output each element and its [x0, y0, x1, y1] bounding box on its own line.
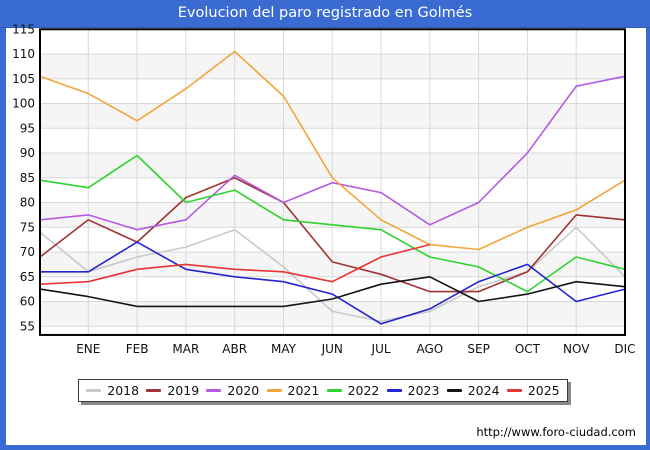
- series-line-2020: [39, 75, 626, 231]
- plot-border: [39, 28, 626, 336]
- footer-url[interactable]: http://www.foro-ciudad.com: [476, 425, 636, 439]
- title-bar: Evolucion del paro registrado en Golmés: [0, 0, 650, 28]
- x-axis-tick: AGO: [416, 342, 443, 356]
- series-line-2022: [39, 154, 626, 293]
- legend-label: 2025: [527, 383, 560, 398]
- legend-item-2021: 2021: [266, 383, 320, 398]
- legend-item-2022: 2022: [326, 383, 380, 398]
- legend-swatch-2024: [446, 389, 462, 392]
- y-axis-tick: 105: [12, 72, 35, 86]
- legend-label: 2020: [227, 383, 260, 398]
- legend-item-2025: 2025: [506, 383, 560, 398]
- y-axis-tick: 60: [20, 295, 35, 309]
- legend-swatch-2022: [326, 389, 342, 392]
- x-axis-tick: DIC: [614, 342, 635, 356]
- legend: 2018 2019 2020 2021 2022 2023 2024 2025: [78, 379, 568, 402]
- legend-item-2023: 2023: [386, 383, 440, 398]
- legend-swatch-2019: [146, 389, 162, 392]
- chart-title: Evolucion del paro registrado en Golmés: [177, 5, 473, 21]
- y-axis-tick: 90: [20, 146, 35, 160]
- y-axis-tick: 55: [20, 319, 35, 333]
- y-axis-tick: 95: [20, 121, 35, 135]
- series-line-2025: [39, 243, 430, 285]
- y-axis-tick: 110: [12, 47, 35, 61]
- x-axis-tick: ENE: [76, 342, 100, 356]
- legend-swatch-2021: [266, 389, 282, 392]
- x-axis-tick: MAY: [271, 342, 297, 356]
- legend-swatch-2025: [506, 389, 522, 392]
- legend-swatch-2018: [86, 389, 102, 392]
- x-axis-tick: SEP: [467, 342, 489, 356]
- legend-label: 2021: [287, 383, 320, 398]
- series-line-2021: [39, 50, 626, 251]
- legend-label: 2018: [107, 383, 140, 398]
- legend-label: 2024: [467, 383, 500, 398]
- legend-label: 2019: [167, 383, 200, 398]
- y-axis-tick: 100: [12, 97, 35, 111]
- x-axis-tick: FEB: [126, 342, 149, 356]
- legend-label: 2022: [347, 383, 380, 398]
- x-axis-tick: MAR: [172, 342, 199, 356]
- legend-swatch-2020: [206, 389, 222, 392]
- x-axis-tick: ABR: [222, 342, 247, 356]
- series-line-2023: [40, 241, 626, 325]
- x-axis-tick: OCT: [515, 342, 541, 356]
- y-axis-tick: 70: [20, 245, 35, 259]
- series-line-2024: [39, 275, 626, 308]
- x-axis-tick: NOV: [563, 342, 590, 356]
- legend-item-2019: 2019: [146, 383, 199, 398]
- x-axis-tick: JUL: [371, 342, 391, 356]
- x-axis-tick: JUN: [321, 342, 343, 356]
- y-axis-tick: 85: [20, 171, 35, 185]
- legend-item-2018: 2018: [86, 383, 139, 398]
- y-axis-tick: 80: [20, 196, 35, 210]
- legend-item-2020: 2020: [206, 383, 259, 398]
- legend-swatch-2023: [386, 389, 402, 392]
- y-axis-tick: 65: [20, 270, 35, 284]
- y-axis-tick: 75: [20, 220, 35, 234]
- y-axis-tick: 115: [12, 22, 35, 36]
- legend-label: 2023: [407, 383, 440, 398]
- chart-area: [6, 28, 646, 445]
- legend-item-2024: 2024: [446, 383, 500, 398]
